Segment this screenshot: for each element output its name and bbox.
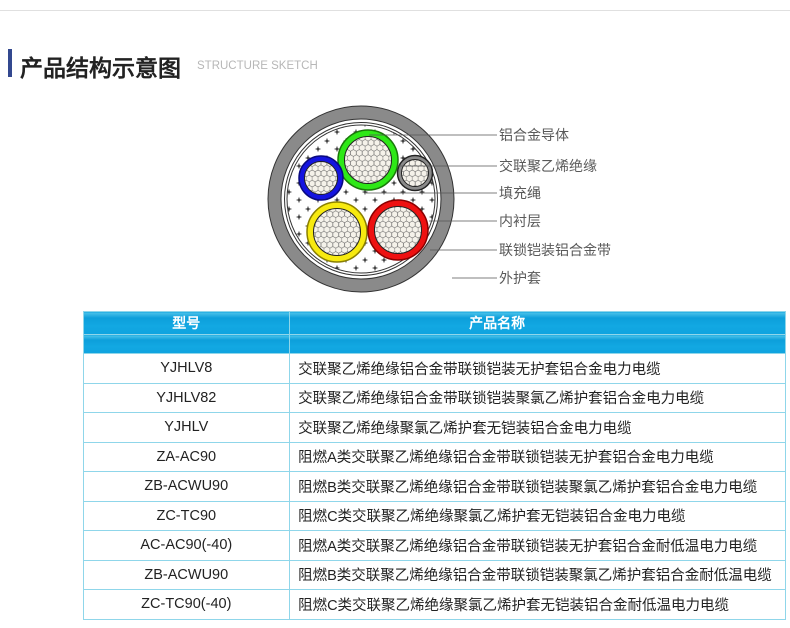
svg-text:联锁铠装铝合金带: 联锁铠装铝合金带: [499, 242, 611, 258]
svg-text:交联聚乙烯绝缘: 交联聚乙烯绝缘: [499, 158, 597, 174]
svg-text:内衬层: 内衬层: [499, 213, 541, 229]
svg-text:外护套: 外护套: [499, 270, 541, 286]
svg-text:铝合金导体: 铝合金导体: [499, 127, 569, 143]
svg-text:填充绳: 填充绳: [499, 185, 541, 201]
